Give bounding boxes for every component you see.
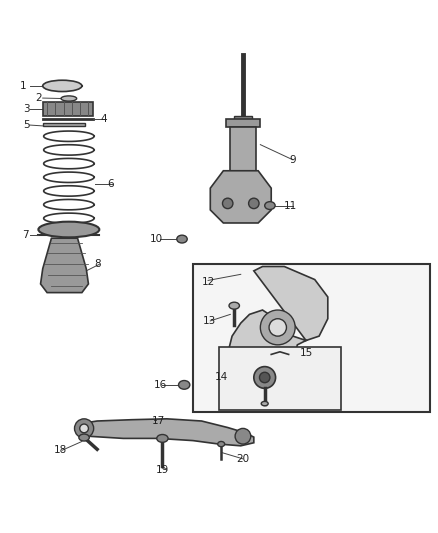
Text: 6: 6 [107,179,113,189]
Ellipse shape [218,441,225,447]
Text: 5: 5 [23,120,29,130]
Ellipse shape [80,424,88,433]
Ellipse shape [265,201,275,209]
Ellipse shape [223,198,233,208]
Text: 13: 13 [202,316,215,326]
Ellipse shape [177,235,187,243]
Ellipse shape [39,222,99,237]
Text: 15: 15 [300,348,313,358]
Text: 2: 2 [35,93,42,103]
Polygon shape [210,171,271,223]
Ellipse shape [254,367,276,389]
Bar [193,264,430,413]
Text: 17: 17 [152,416,165,426]
Bar [226,118,260,127]
Ellipse shape [259,372,270,383]
Bar [43,123,85,126]
Ellipse shape [61,96,77,101]
Text: 1: 1 [20,81,26,91]
Ellipse shape [43,80,82,92]
Bar [230,127,256,171]
Bar [219,347,341,410]
Text: 19: 19 [156,465,169,475]
Text: 14: 14 [215,373,228,383]
Text: 4: 4 [100,115,107,124]
Polygon shape [41,238,88,293]
Text: 7: 7 [22,230,28,240]
Text: 20: 20 [237,454,250,464]
Ellipse shape [269,319,286,336]
Ellipse shape [260,310,295,345]
Text: 8: 8 [94,260,100,269]
Bar [234,116,252,120]
Ellipse shape [179,381,190,389]
Bar [43,102,93,116]
Text: 12: 12 [201,277,215,287]
Text: 11: 11 [284,200,297,211]
Ellipse shape [261,401,268,406]
Ellipse shape [157,434,168,442]
Ellipse shape [74,419,94,438]
Ellipse shape [229,302,240,309]
Text: 16: 16 [154,380,167,390]
Text: 10: 10 [149,234,162,244]
Text: 9: 9 [290,155,296,165]
Ellipse shape [79,434,89,441]
Text: 3: 3 [23,104,29,114]
Ellipse shape [249,198,259,208]
Text: 18: 18 [53,445,67,455]
Polygon shape [228,266,328,389]
Polygon shape [78,419,254,446]
Ellipse shape [235,429,251,444]
